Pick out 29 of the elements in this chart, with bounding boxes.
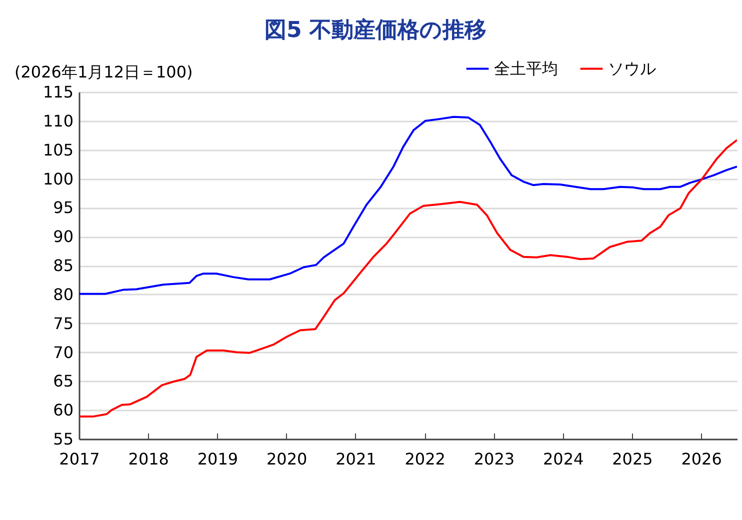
x-tick-label: 2023 bbox=[474, 450, 515, 468]
y-tick-label: 90 bbox=[53, 227, 74, 246]
y-tick-label: 55 bbox=[53, 430, 74, 448]
x-tick-label: 2024 bbox=[542, 450, 584, 468]
x-tick-label: 2021 bbox=[336, 450, 376, 468]
y-tick-label: 70 bbox=[53, 342, 74, 362]
y-tick-label: 95 bbox=[53, 198, 74, 218]
y-tick-label: 105 bbox=[42, 140, 74, 160]
line-series bbox=[79, 116, 737, 295]
x-tick-label: 2022 bbox=[404, 450, 446, 468]
y-tick-label: 100 bbox=[42, 169, 74, 188]
line-series bbox=[79, 139, 737, 418]
y-tick-label: 110 bbox=[42, 111, 74, 130]
chart-title: 図5 不動産価格の推移 bbox=[264, 17, 486, 43]
legend-label: 全土平均 bbox=[494, 58, 558, 78]
x-tick-label: 2026 bbox=[681, 450, 722, 468]
y-tick-label: 65 bbox=[53, 372, 74, 391]
legend-label: ソウル bbox=[608, 58, 656, 78]
x-tick-label: 2019 bbox=[197, 450, 238, 468]
x-tick-label: 2025 bbox=[612, 450, 653, 468]
y-tick-label: 115 bbox=[42, 82, 74, 102]
y-tick-label: 80 bbox=[53, 284, 74, 304]
x-tick-label: 2017 bbox=[59, 450, 100, 468]
x-tick-label: 2018 bbox=[128, 450, 169, 468]
y-tick-label: 75 bbox=[53, 314, 74, 333]
y-tick-label: 60 bbox=[53, 400, 74, 420]
x-tick-label: 2020 bbox=[266, 450, 308, 468]
y-axis-title: (2026年1月12日＝100) bbox=[14, 62, 193, 82]
y-tick-label: 85 bbox=[53, 256, 74, 275]
